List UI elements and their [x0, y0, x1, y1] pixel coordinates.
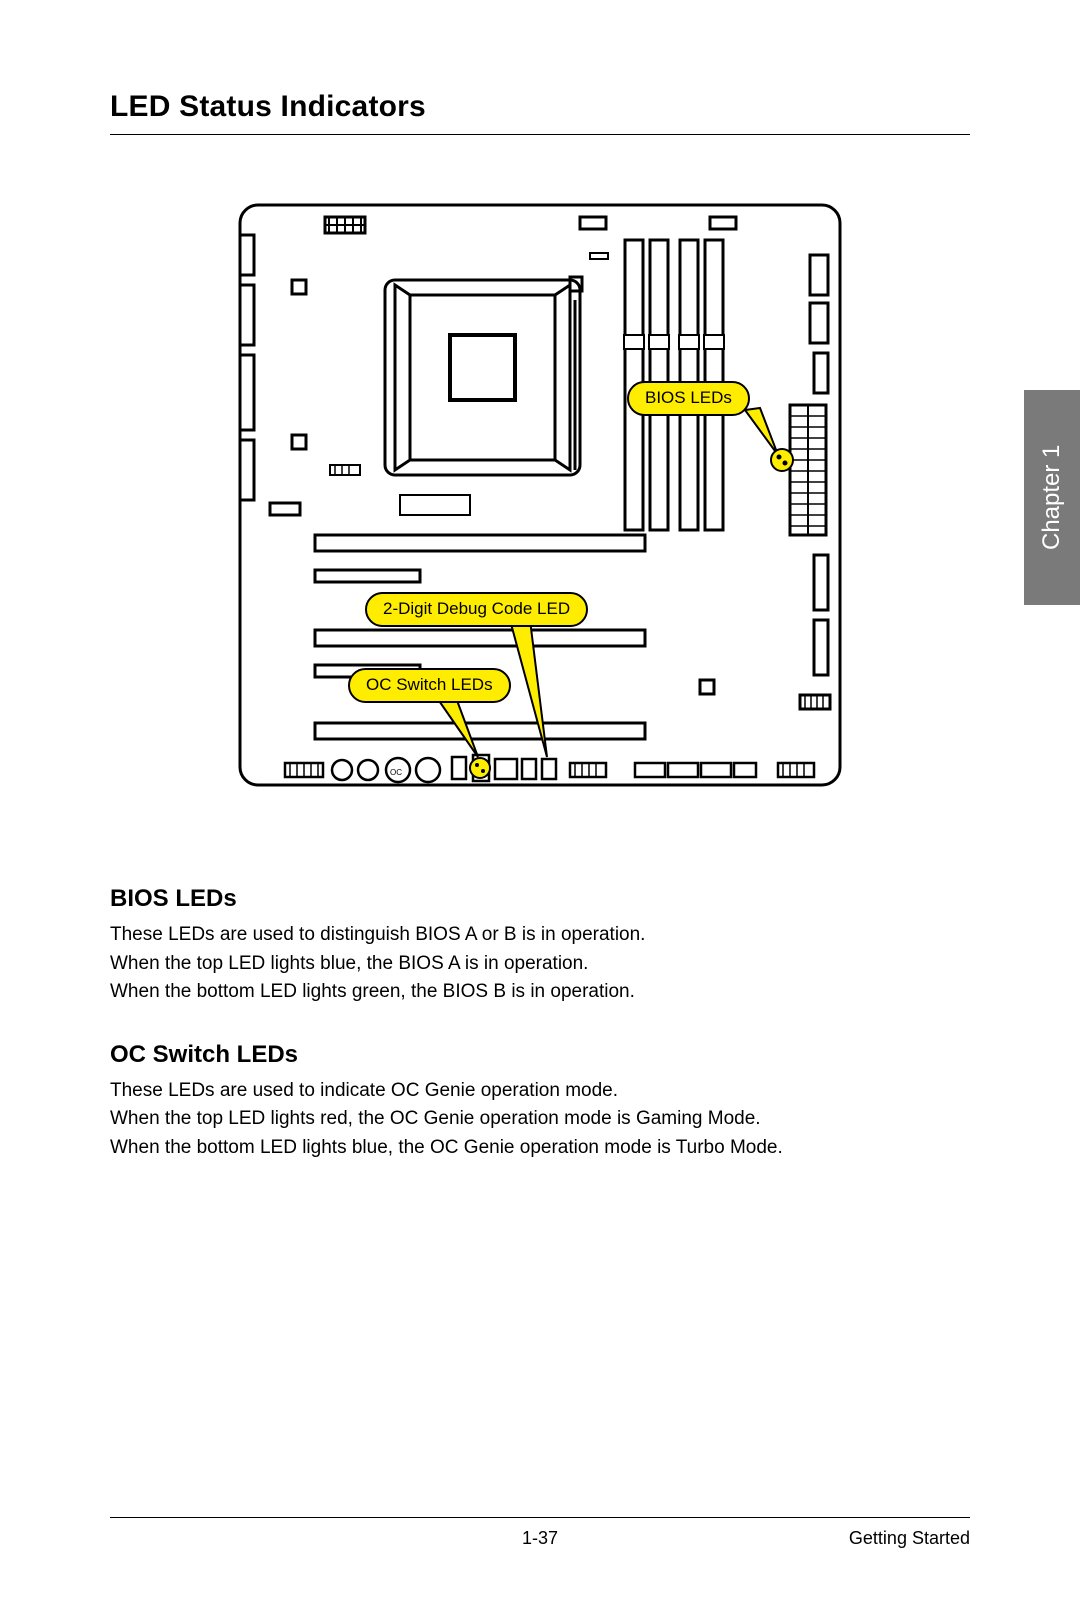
- callout-debug-led: 2-Digit Debug Code LED: [365, 592, 588, 627]
- title-rule: [110, 134, 970, 135]
- section-line: When the top LED lights red, the OC Geni…: [110, 1105, 970, 1134]
- footer-section-name: Getting Started: [849, 1528, 970, 1549]
- footer-rule: [110, 1517, 970, 1518]
- callout-bios-leds: BIOS LEDs: [627, 381, 750, 416]
- section-line: When the top LED lights blue, the BIOS A…: [110, 950, 970, 979]
- section-line: When the bottom LED lights green, the BI…: [110, 978, 970, 1007]
- chapter-tab: Chapter 1: [1024, 390, 1080, 605]
- section-oc-switch-leds: OC Switch LEDs These LEDs are used to in…: [110, 1041, 970, 1163]
- section-bios-leds: BIOS LEDs These LEDs are used to disting…: [110, 885, 970, 1007]
- section-line: These LEDs are used to distinguish BIOS …: [110, 921, 970, 950]
- footer-page-number: 1-37: [522, 1528, 558, 1549]
- section-heading: OC Switch LEDs: [110, 1041, 970, 1069]
- section-line: When the bottom LED lights blue, the OC …: [110, 1134, 970, 1163]
- callout-oc-switch-leds: OC Switch LEDs: [348, 668, 511, 703]
- svg-text:OC: OC: [390, 768, 402, 777]
- section-line: These LEDs are used to indicate OC Genie…: [110, 1077, 970, 1106]
- page-footer: 1-37 Getting Started: [110, 1517, 970, 1549]
- page-title: LED Status Indicators: [110, 90, 970, 124]
- section-heading: BIOS LEDs: [110, 885, 970, 913]
- motherboard-diagram: OC: [230, 195, 850, 815]
